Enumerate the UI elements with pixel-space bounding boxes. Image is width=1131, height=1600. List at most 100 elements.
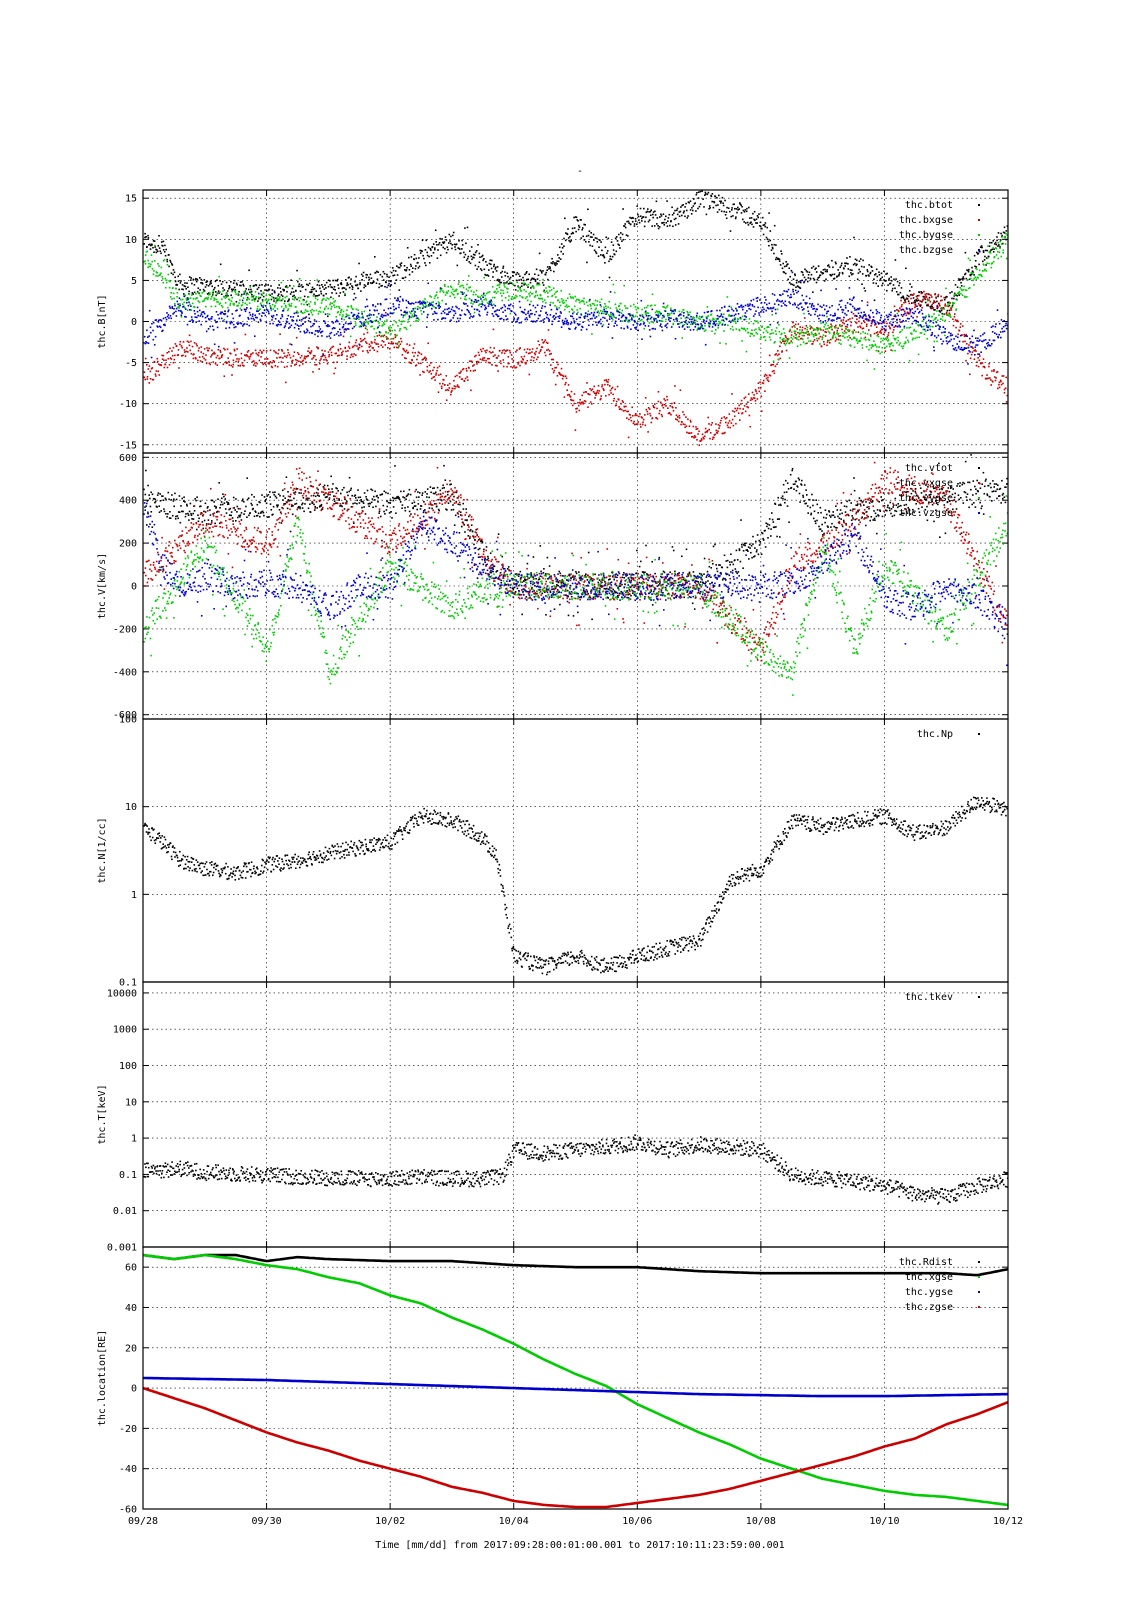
- data-point: [183, 293, 185, 295]
- data-point: [951, 297, 953, 300]
- data-point: [486, 313, 488, 316]
- data-point: [368, 314, 370, 317]
- data-point: [645, 313, 647, 315]
- data-point: [157, 263, 159, 265]
- data-point: [778, 330, 781, 333]
- data-point: [541, 298, 544, 300]
- data-point: [781, 338, 783, 341]
- data-point: [353, 292, 356, 295]
- data-point: [420, 353, 423, 355]
- data-point: [528, 293, 530, 295]
- data-point: [542, 290, 545, 293]
- data-point: [771, 313, 774, 316]
- data-point: [588, 324, 590, 327]
- data-point: [255, 316, 257, 319]
- data-point: [948, 304, 951, 307]
- data-point: [342, 350, 344, 353]
- data-point: [394, 336, 397, 338]
- data-point: [504, 271, 506, 273]
- data-point: [327, 315, 329, 318]
- data-point: [807, 333, 809, 336]
- data-point: [379, 331, 382, 334]
- data-point: [444, 247, 446, 250]
- data-point: [589, 236, 592, 238]
- data-point: [514, 314, 517, 316]
- data-point: [708, 423, 710, 425]
- data-point: [256, 288, 259, 290]
- data-point: [661, 222, 664, 224]
- data-point: [487, 291, 489, 294]
- data-point: [704, 194, 706, 196]
- data-point: [1002, 252, 1004, 254]
- data-point: [462, 284, 464, 287]
- data-point: [198, 320, 201, 322]
- data-point: [177, 306, 179, 308]
- data-point: [855, 331, 857, 333]
- data-point: [977, 277, 979, 279]
- data-point: [700, 326, 703, 329]
- data-point: [340, 318, 343, 320]
- data-point: [555, 262, 557, 264]
- data-point: [664, 307, 667, 309]
- data-point: [232, 317, 235, 320]
- data-point: [208, 291, 211, 294]
- data-point: [645, 211, 648, 214]
- data-point: [250, 292, 252, 294]
- data-point: [399, 328, 402, 330]
- data-point: [650, 304, 653, 307]
- data-point: [714, 195, 717, 198]
- data-point: [262, 363, 264, 366]
- data-point: [174, 303, 176, 305]
- data-point: [271, 295, 273, 298]
- data-point: [532, 359, 535, 362]
- data-point: [368, 278, 371, 281]
- data-point: [559, 311, 562, 313]
- data-point: [285, 356, 288, 359]
- data-point: [730, 306, 733, 309]
- data-point: [210, 355, 212, 358]
- data-point: [279, 296, 281, 298]
- data-point: [437, 296, 439, 299]
- data-point: [499, 281, 501, 284]
- data-point: [532, 321, 534, 323]
- data-point: [241, 299, 244, 302]
- data-point: [916, 336, 918, 339]
- data-point: [560, 250, 562, 253]
- data-point: [215, 294, 217, 297]
- data-point: [1000, 232, 1002, 235]
- data-point: [680, 423, 682, 426]
- data-point: [166, 312, 168, 314]
- data-point: [749, 335, 752, 337]
- data-point: [479, 256, 481, 258]
- data-point: [908, 327, 910, 329]
- data-point: [681, 421, 683, 423]
- data-point: [439, 373, 442, 376]
- data-point: [742, 408, 744, 410]
- data-point: [895, 337, 897, 340]
- data-point: [798, 331, 800, 334]
- data-point: [806, 342, 808, 345]
- data-point: [684, 423, 686, 426]
- data-point: [228, 360, 230, 363]
- data-point: [725, 421, 727, 424]
- data-point: [784, 272, 787, 275]
- data-point: [384, 320, 386, 323]
- data-point: [276, 308, 279, 310]
- data-point: [514, 289, 517, 291]
- data-point: [343, 318, 345, 321]
- data-point: [264, 363, 267, 366]
- data-point: [835, 338, 838, 341]
- data-point: [468, 261, 470, 263]
- data-point: [389, 330, 392, 332]
- data-point: [328, 298, 330, 300]
- data-point: [273, 350, 275, 352]
- data-point: [184, 285, 187, 288]
- data-point: [427, 342, 429, 345]
- data-point: [964, 272, 967, 275]
- data-point: [318, 310, 321, 313]
- data-point: [533, 356, 535, 359]
- data-point: [419, 374, 421, 376]
- data-point: [288, 303, 290, 306]
- data-point: [512, 275, 514, 277]
- data-point: [351, 353, 353, 356]
